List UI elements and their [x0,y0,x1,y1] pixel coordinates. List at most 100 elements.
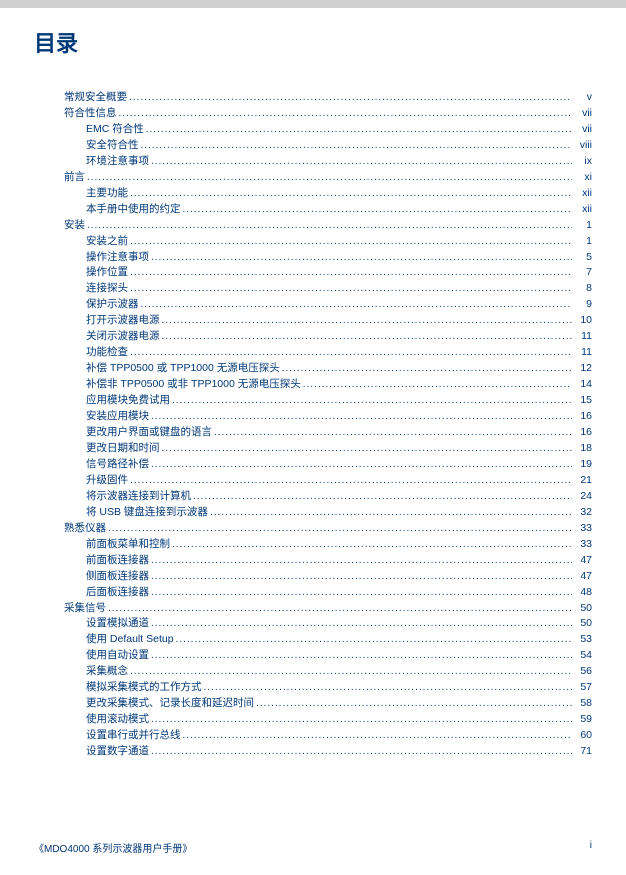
toc-row: 安全符合性 viii [64,138,592,154]
toc-dots [130,234,572,250]
toc-row: 操作注意事项5 [64,250,592,266]
toc-dots [108,601,572,617]
toc-dots [282,361,572,377]
toc-page: 50 [574,616,592,632]
toc-page: 7 [574,265,592,281]
toc-page: 71 [574,744,592,760]
toc-dots [130,281,572,297]
toc-dots [130,664,572,680]
toc-page: ix [574,154,592,170]
toc-dots [119,106,573,122]
toc-row: 前言xi [64,170,592,186]
toc-page: 47 [574,569,592,585]
toc-row: 采集概念56 [64,664,592,680]
toc-label: 侧面板连接器 [86,569,149,585]
toc-page: 8 [574,281,592,297]
toc-dots [303,377,572,393]
toc-dots [130,265,572,281]
toc-label: 将 USB 键盘连接到示波器 [86,505,208,521]
toc-label: 安全符合性 [86,138,139,154]
toc-dots [162,313,573,329]
toc-row: 操作位置7 [64,265,592,281]
toc-label: 符合性信息 [64,106,117,122]
toc-page: vii [574,122,592,138]
toc-label: 将示波器连接到计算机 [86,489,191,505]
toc-row: 环境注意事项 ix [64,154,592,170]
toc-page: 57 [574,680,592,696]
toc-row: 设置数字通道 71 [64,744,592,760]
toc-row: 侧面板连接器 47 [64,569,592,585]
toc-row: 常规安全概要v [64,90,592,106]
toc-label: 安装应用模块 [86,409,149,425]
toc-dots [193,489,572,505]
toc-page: 14 [574,377,592,393]
toc-row: 将 USB 键盘连接到示波器 32 [64,505,592,521]
toc-label: 环境注意事项 [86,154,149,170]
toc-page: viii [574,138,592,154]
toc-label: 本手册中使用的约定 [86,202,181,218]
toc-dots [130,473,572,489]
toc-dots [214,425,572,441]
toc-page: 16 [574,425,592,441]
toc-label: 常规安全概要 [64,90,127,106]
toc-label: 更改用户界面或键盘的语言 [86,425,212,441]
toc-row: 信号路径补偿 19 [64,457,592,473]
toc-list: 常规安全概要v符合性信息viiEMC 符合性vii安全符合性viii环境注意事项… [64,90,592,760]
toc-label: 设置数字通道 [86,744,149,760]
toc-label: 前面板菜单和控制 [86,537,170,553]
toc-row: EMC 符合性 vii [64,122,592,138]
toc-dots [172,537,572,553]
toc-label: EMC 符合性 [86,122,144,138]
toc-page: 56 [574,664,592,680]
toc-page: xii [574,202,592,218]
toc-label: 使用 Default Setup [86,632,174,648]
toc-row: 安装1 [64,218,592,234]
toc-label: 操作注意事项 [86,250,149,266]
toc-row: 功能检查11 [64,345,592,361]
toc-page: 18 [574,441,592,457]
toc-label: 关闭示波器电源 [86,329,160,345]
toc-page: 21 [574,473,592,489]
toc-row: 模拟采集模式的工作方式57 [64,680,592,696]
toc-row: 前面板菜单和控制33 [64,537,592,553]
page-footer: 《MDO4000 系列示波器用户手册》 i [34,840,592,855]
toc-dots [256,696,572,712]
toc-dots [146,122,572,138]
toc-label: 升级固件 [86,473,128,489]
toc-page: 32 [574,505,592,521]
toc-dots [183,728,573,744]
toc-page: 1 [574,218,592,234]
toc-label: 设置串行或并行总线 [86,728,181,744]
toc-label: 功能检查 [86,345,128,361]
toc-row: 升级固件 21 [64,473,592,489]
toc-row: 主要功能xii [64,186,592,202]
toc-dots [151,553,572,569]
header-bar [0,0,626,8]
toc-row: 使用自动设置54 [64,648,592,664]
toc-dots [176,632,572,648]
toc-dots [162,329,573,345]
toc-page: 9 [574,297,592,313]
toc-label: 前面板连接器 [86,553,149,569]
toc-page: 12 [574,361,592,377]
toc-page: 19 [574,457,592,473]
toc-label: 信号路径补偿 [86,457,149,473]
toc-label: 使用自动设置 [86,648,149,664]
toc-row: 采集信号50 [64,601,592,617]
toc-dots [151,409,572,425]
toc-label: 更改日期和时间 [86,441,160,457]
footer-right: i [590,840,592,855]
toc-dots [130,345,572,361]
toc-dots [162,441,573,457]
toc-row: 设置串行或并行总线60 [64,728,592,744]
footer-left: 《MDO4000 系列示波器用户手册》 [34,840,192,855]
toc-label: 补偿 TPP0500 或 TPP1000 无源电压探头 [86,361,280,377]
toc-label: 打开示波器电源 [86,313,160,329]
toc-row: 安装应用模块16 [64,409,592,425]
toc-row: 更改日期和时间 18 [64,441,592,457]
toc-row: 连接探头8 [64,281,592,297]
toc-page: 59 [574,712,592,728]
toc-label: 保护示波器 [86,297,139,313]
toc-dots [151,616,572,632]
toc-row: 使用 Default Setup53 [64,632,592,648]
